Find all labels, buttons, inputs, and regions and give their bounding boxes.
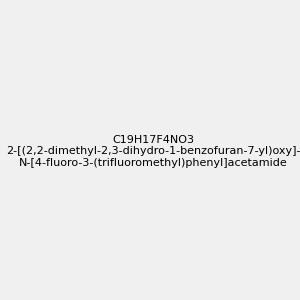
Text: C19H17F4NO3
2-[(2,2-dimethyl-2,3-dihydro-1-benzofuran-7-yl)oxy]-
N-[4-fluoro-3-(: C19H17F4NO3 2-[(2,2-dimethyl-2,3-dihydro…: [7, 135, 300, 168]
